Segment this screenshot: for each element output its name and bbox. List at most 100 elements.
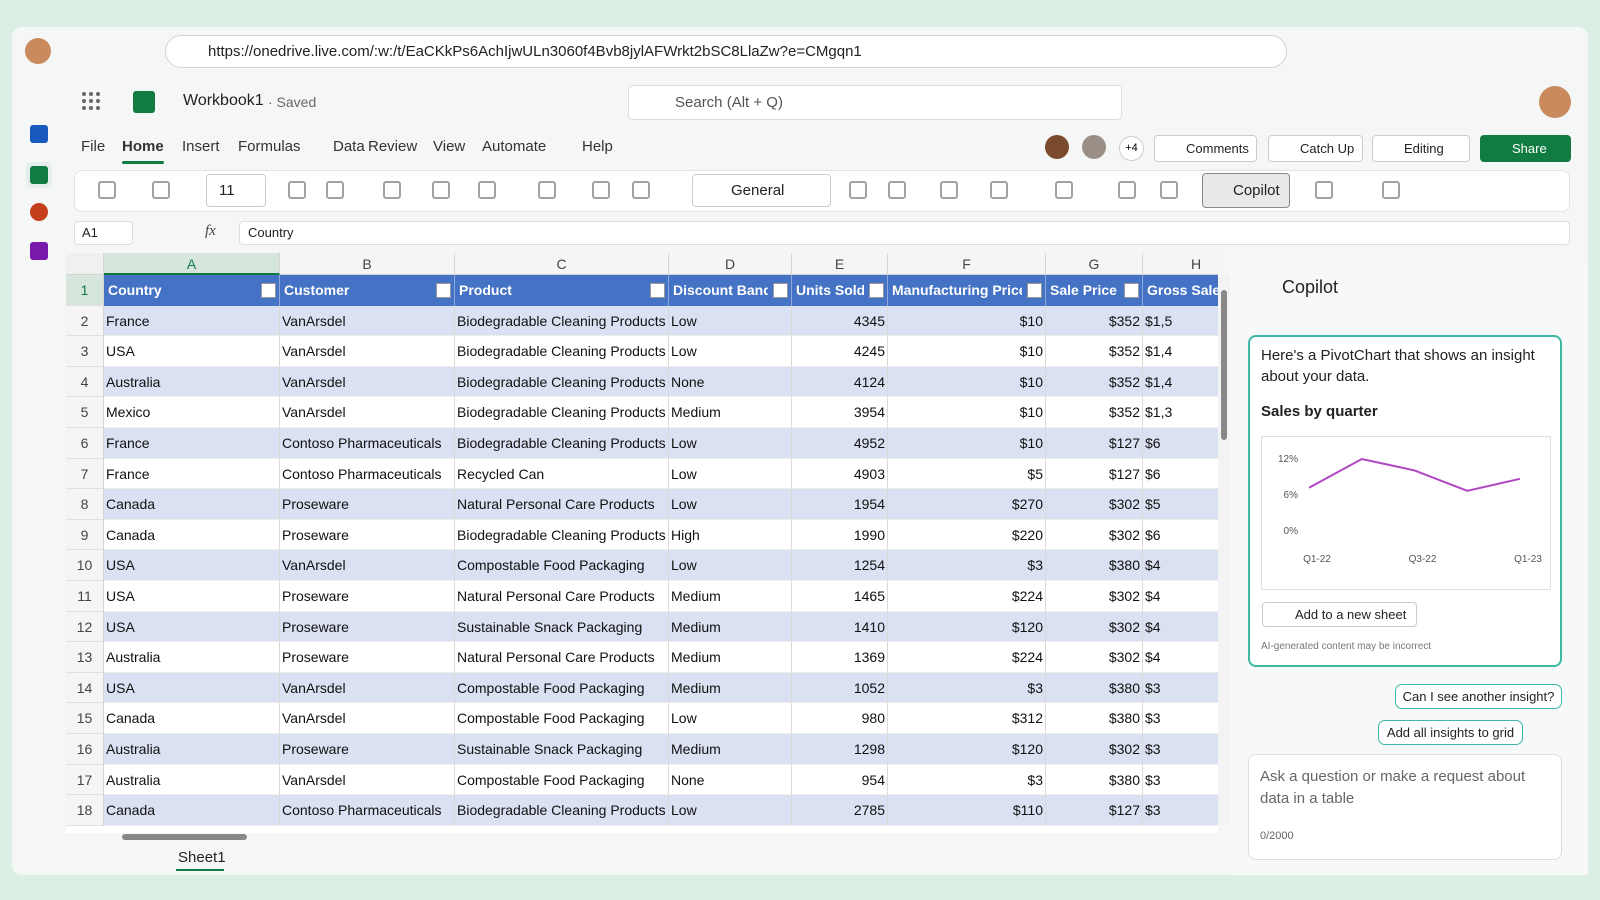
cell[interactable]: VanArsdel (280, 672, 455, 704)
cell[interactable]: Compostable Food Packaging (455, 550, 669, 581)
ribbon-icon[interactable] (98, 181, 116, 199)
cell[interactable]: Proseware (280, 519, 455, 551)
cell[interactable]: Low (669, 795, 792, 826)
row-number[interactable]: 15 (66, 703, 104, 734)
cell[interactable]: $10 (888, 336, 1046, 367)
cell[interactable]: Medium (669, 581, 792, 612)
ribbon-icon[interactable] (478, 181, 496, 199)
collaborator-avatar[interactable] (1082, 135, 1106, 159)
cell[interactable]: $3 (1143, 764, 1218, 796)
cell[interactable]: None (669, 366, 792, 398)
cell[interactable]: $6 (1143, 519, 1218, 551)
toolbar-button[interactable] (1372, 135, 1470, 162)
cell[interactable]: 1410 (792, 611, 888, 643)
cell[interactable]: Contoso Pharmaceuticals (280, 795, 455, 826)
cell[interactable]: $110 (888, 795, 1046, 826)
ribbon-icon[interactable] (1315, 181, 1333, 199)
search-box[interactable] (628, 85, 1122, 120)
header-cell[interactable] (280, 275, 455, 306)
cell[interactable]: $10 (888, 305, 1046, 337)
ribbon-icon[interactable] (538, 181, 556, 199)
cell[interactable]: $127 (1046, 458, 1143, 490)
cell[interactable]: Compostable Food Packaging (455, 703, 669, 734)
cell[interactable]: 1052 (792, 672, 888, 704)
cell[interactable]: Australia (104, 764, 280, 796)
filter-button[interactable] (436, 283, 451, 298)
cell[interactable]: 4124 (792, 366, 888, 398)
cell[interactable]: Australia (104, 734, 280, 765)
cell[interactable]: $1,3 (1143, 397, 1218, 428)
cell[interactable]: Low (669, 703, 792, 734)
cell[interactable]: $1,4 (1143, 366, 1218, 398)
cell[interactable]: Low (669, 305, 792, 337)
header-cell[interactable] (669, 275, 792, 306)
file-name[interactable]: Workbook1 (183, 92, 264, 109)
cell[interactable]: Mexico (104, 397, 280, 428)
cell[interactable]: Medium (669, 611, 792, 643)
column-header[interactable]: F (888, 253, 1046, 275)
row-number[interactable]: 18 (66, 795, 104, 826)
cell[interactable]: $5 (1143, 489, 1218, 520)
column-header[interactable]: C (455, 253, 669, 275)
cell[interactable]: $3 (1143, 672, 1218, 704)
cell[interactable]: $6 (1143, 458, 1218, 490)
ribbon-icon[interactable] (888, 181, 906, 199)
cell[interactable]: France (104, 428, 280, 459)
row-number[interactable]: 6 (66, 428, 104, 459)
profile-avatar[interactable] (25, 38, 51, 64)
row-number[interactable]: 9 (66, 519, 104, 551)
ribbon-tab[interactable]: View (433, 138, 466, 155)
cell[interactable]: $4 (1143, 550, 1218, 581)
cell[interactable]: High (669, 519, 792, 551)
cell[interactable]: $380 (1046, 703, 1143, 734)
cell[interactable]: $270 (888, 489, 1046, 520)
cell[interactable]: Contoso Pharmaceuticals (280, 428, 455, 459)
filter-button[interactable] (650, 283, 665, 298)
cell[interactable]: $302 (1046, 519, 1143, 551)
cell[interactable]: $3 (1143, 703, 1218, 734)
cell[interactable]: 2785 (792, 795, 888, 826)
cell[interactable]: $6 (1143, 428, 1218, 459)
cell[interactable]: USA (104, 336, 280, 367)
ribbon-tab[interactable]: Insert (182, 138, 220, 155)
filter-button[interactable] (773, 283, 788, 298)
cell[interactable]: $3 (1143, 795, 1218, 826)
ribbon-tab[interactable]: Help (582, 138, 613, 155)
cell[interactable]: 1990 (792, 519, 888, 551)
cell[interactable]: Australia (104, 366, 280, 398)
user-avatar[interactable] (1539, 86, 1571, 118)
cell[interactable]: Medium (669, 397, 792, 428)
cell[interactable]: $352 (1046, 305, 1143, 337)
cell[interactable]: USA (104, 581, 280, 612)
ribbon-icon[interactable] (1382, 181, 1400, 199)
cell[interactable]: Proseware (280, 642, 455, 673)
header-cell[interactable] (104, 275, 280, 306)
ribbon-icon[interactable] (383, 181, 401, 199)
row-number[interactable]: 14 (66, 672, 104, 704)
row-number[interactable]: 7 (66, 458, 104, 490)
cell[interactable]: $127 (1046, 428, 1143, 459)
cell[interactable]: Low (669, 336, 792, 367)
cell[interactable]: $4 (1143, 581, 1218, 612)
cell[interactable]: 4345 (792, 305, 888, 337)
add-to-sheet-button[interactable] (1262, 602, 1417, 627)
cell[interactable]: Biodegradable Cleaning Products (455, 397, 669, 428)
cell[interactable]: $380 (1046, 672, 1143, 704)
cell[interactable]: USA (104, 672, 280, 704)
cell[interactable]: 1254 (792, 550, 888, 581)
cell[interactable]: VanArsdel (280, 550, 455, 581)
address-bar[interactable] (165, 35, 1287, 68)
cell[interactable]: None (669, 764, 792, 796)
cell[interactable]: Sustainable Snack Packaging (455, 734, 669, 765)
cell[interactable]: $10 (888, 366, 1046, 398)
cell[interactable]: VanArsdel (280, 703, 455, 734)
ribbon-icon[interactable] (940, 181, 958, 199)
cell[interactable]: $352 (1046, 336, 1143, 367)
number-format-box[interactable] (692, 174, 831, 207)
cell[interactable]: France (104, 458, 280, 490)
cell[interactable]: $302 (1046, 611, 1143, 643)
cell[interactable]: VanArsdel (280, 397, 455, 428)
row-number[interactable]: 10 (66, 550, 104, 581)
ribbon-icon[interactable] (592, 181, 610, 199)
cell[interactable]: Low (669, 489, 792, 520)
